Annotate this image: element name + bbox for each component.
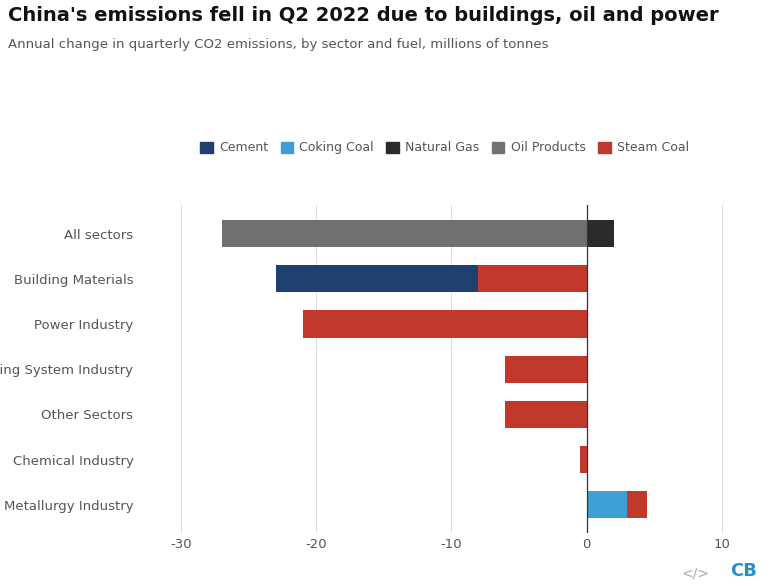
Bar	[580, 446, 587, 473]
Bar	[303, 311, 587, 338]
Bar	[505, 401, 587, 428]
Text: </>: </>	[682, 566, 710, 580]
Bar	[587, 220, 614, 247]
Text: Annual change in quarterly CO2 emissions, by sector and fuel, millions of tonnes: Annual change in quarterly CO2 emissions…	[8, 38, 548, 51]
Bar	[627, 491, 647, 519]
Bar	[275, 265, 478, 292]
Text: China's emissions fell in Q2 2022 due to buildings, oil and power: China's emissions fell in Q2 2022 due to…	[8, 6, 718, 25]
Bar	[505, 356, 587, 383]
Bar	[478, 265, 587, 292]
Bar	[222, 220, 587, 247]
Text: CB: CB	[730, 562, 757, 580]
Legend: Cement, Coking Coal, Natural Gas, Oil Products, Steam Coal: Cement, Coking Coal, Natural Gas, Oil Pr…	[195, 137, 694, 159]
Bar	[587, 491, 627, 519]
